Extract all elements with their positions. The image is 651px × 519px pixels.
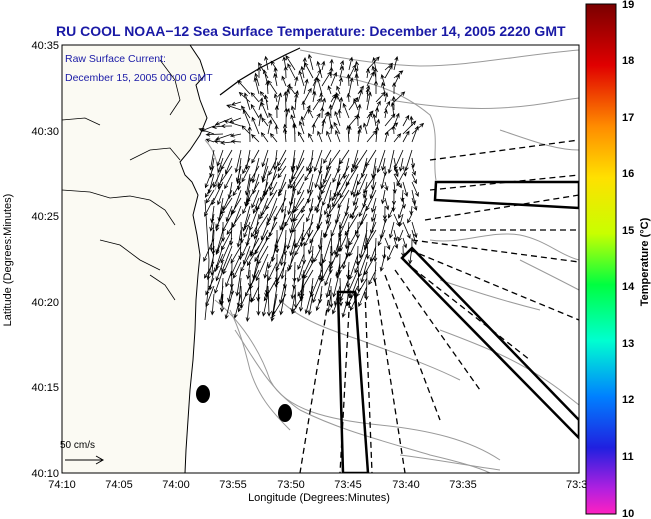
buoy-marker-1 (196, 385, 210, 403)
y-axis-ticks: 40:35 40:30 40:25 40:20 40:15 40:10 (31, 40, 59, 480)
y-axis-label: Latitude (Degrees:Minutes) (2, 194, 14, 327)
current-legend-line2: December 15, 2005 00:00 GMT (65, 72, 213, 84)
colorbar-ticks: 19 18 17 16 15 14 13 12 11 10 (622, 0, 635, 519)
figure-title: RU COOL NOAA−12 Sea Surface Temperature:… (56, 23, 566, 39)
x-tick-label: 73:45 (334, 479, 362, 491)
x-tick-label: 73:50 (277, 479, 305, 491)
colorbar-tick: 14 (622, 281, 635, 293)
colorbar-label: Temperature (°C) (639, 217, 651, 306)
land-feature-lines (62, 59, 181, 301)
x-tick-label: 74:10 (48, 479, 76, 491)
sandy-hook (219, 47, 301, 96)
plot-frame (61, 44, 580, 474)
surface-current-vectors (198, 53, 425, 323)
current-vector-arrows (198, 53, 425, 323)
current-legend-line1: Raw Surface Current: (65, 53, 166, 65)
y-tick-label: 40:20 (31, 297, 59, 309)
x-tick-label: 74:00 (162, 479, 190, 491)
temperature-colorbar (585, 3, 617, 515)
y-tick-label: 40:10 (31, 468, 59, 480)
colorbar-tick: 13 (622, 338, 634, 350)
x-tick-label: 73:3 (566, 479, 587, 491)
scale-label: 50 cm/s (60, 440, 95, 451)
y-tick-label: 40:15 (31, 382, 59, 394)
y-tick-label: 40:35 (31, 40, 59, 52)
colorbar-tick: 17 (622, 112, 634, 124)
x-axis-ticks: 74:10 74:05 74:00 73:55 73:50 73:45 73:4… (48, 479, 587, 491)
barrier-island-line (204, 199, 210, 321)
colorbar-tick: 11 (622, 451, 634, 463)
colorbar-tick: 19 (622, 0, 634, 11)
land-mass (62, 45, 208, 473)
colorbar-tick: 12 (622, 394, 634, 406)
y-tick-label: 40:30 (31, 126, 59, 138)
x-tick-label: 73:35 (449, 479, 477, 491)
y-tick-label: 40:25 (31, 211, 59, 223)
bathymetry-contours (204, 49, 579, 473)
map-plot-area (62, 45, 579, 473)
colorbar-tick: 15 (622, 225, 634, 237)
x-tick-label: 73:40 (392, 479, 420, 491)
x-tick-label: 74:05 (105, 479, 133, 491)
x-tick-label: 73:55 (219, 479, 247, 491)
x-axis-label: Longitude (Degrees:Minutes) (248, 492, 390, 504)
colorbar-tick: 10 (622, 508, 634, 519)
buoy-marker-2 (278, 404, 292, 422)
scale-arrow (65, 455, 105, 465)
colorbar-tick: 18 (622, 55, 634, 67)
colorbar-tick: 16 (622, 168, 634, 180)
